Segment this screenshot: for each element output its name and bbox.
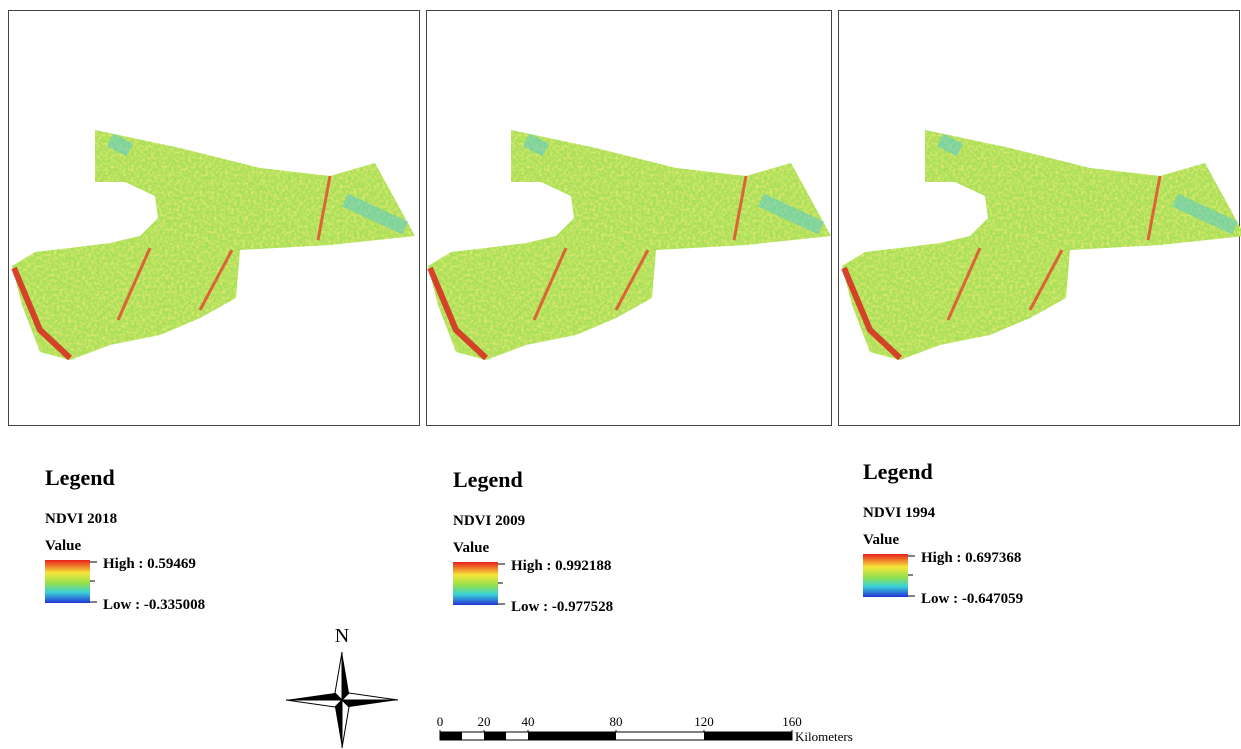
low-label: Low : -0.335008 [103, 597, 205, 613]
ndvi-map [428, 130, 831, 360]
color-ramp [45, 560, 90, 603]
scale-label: 40 [522, 714, 535, 729]
scale-label: 160 [782, 714, 802, 729]
scale-label: 80 [610, 714, 623, 729]
legend-title: Legend [453, 467, 523, 492]
scale-unit: Kilometers [795, 729, 853, 744]
ndvi-map [842, 130, 1241, 360]
legend-title: Legend [863, 459, 933, 484]
legend: Legend NDVI 2009 Value High : 0.992188 Low :… [453, 467, 613, 615]
value-label: Value [863, 532, 899, 548]
map-frame [8, 10, 420, 426]
map-frame [426, 10, 832, 426]
scale-segment [440, 732, 462, 740]
north-arrow: N [285, 625, 399, 749]
value-label: Value [453, 540, 489, 556]
layer-name: NDVI 2018 [45, 511, 117, 527]
legend: Legend NDVI 1994 Value High : 0.697368 Low :… [863, 459, 1023, 607]
high-label: High : 0.697368 [921, 550, 1021, 566]
scale-segment [704, 732, 792, 740]
color-ramp [863, 554, 908, 597]
high-label: High : 0.59469 [103, 556, 196, 572]
scale-label: 20 [478, 714, 491, 729]
north-label: N [335, 625, 349, 647]
legend: Legend NDVI 2018 Value High : 0.59469 Low : … [45, 465, 205, 613]
high-label: High : 0.992188 [511, 558, 611, 574]
low-label: Low : -0.977528 [511, 599, 613, 615]
color-ramp [453, 562, 498, 605]
layer-name: NDVI 1994 [863, 505, 936, 521]
scale-segment [528, 732, 616, 740]
map-frame [838, 10, 1240, 426]
ndvi-map [12, 130, 415, 360]
scale-label: 120 [694, 714, 714, 729]
low-label: Low : -0.647059 [921, 591, 1023, 607]
scale-segment [484, 732, 506, 740]
value-label: Value [45, 538, 81, 554]
layer-name: NDVI 2009 [453, 513, 525, 529]
scale-label: 0 [437, 714, 444, 729]
legend-title: Legend [45, 465, 115, 490]
